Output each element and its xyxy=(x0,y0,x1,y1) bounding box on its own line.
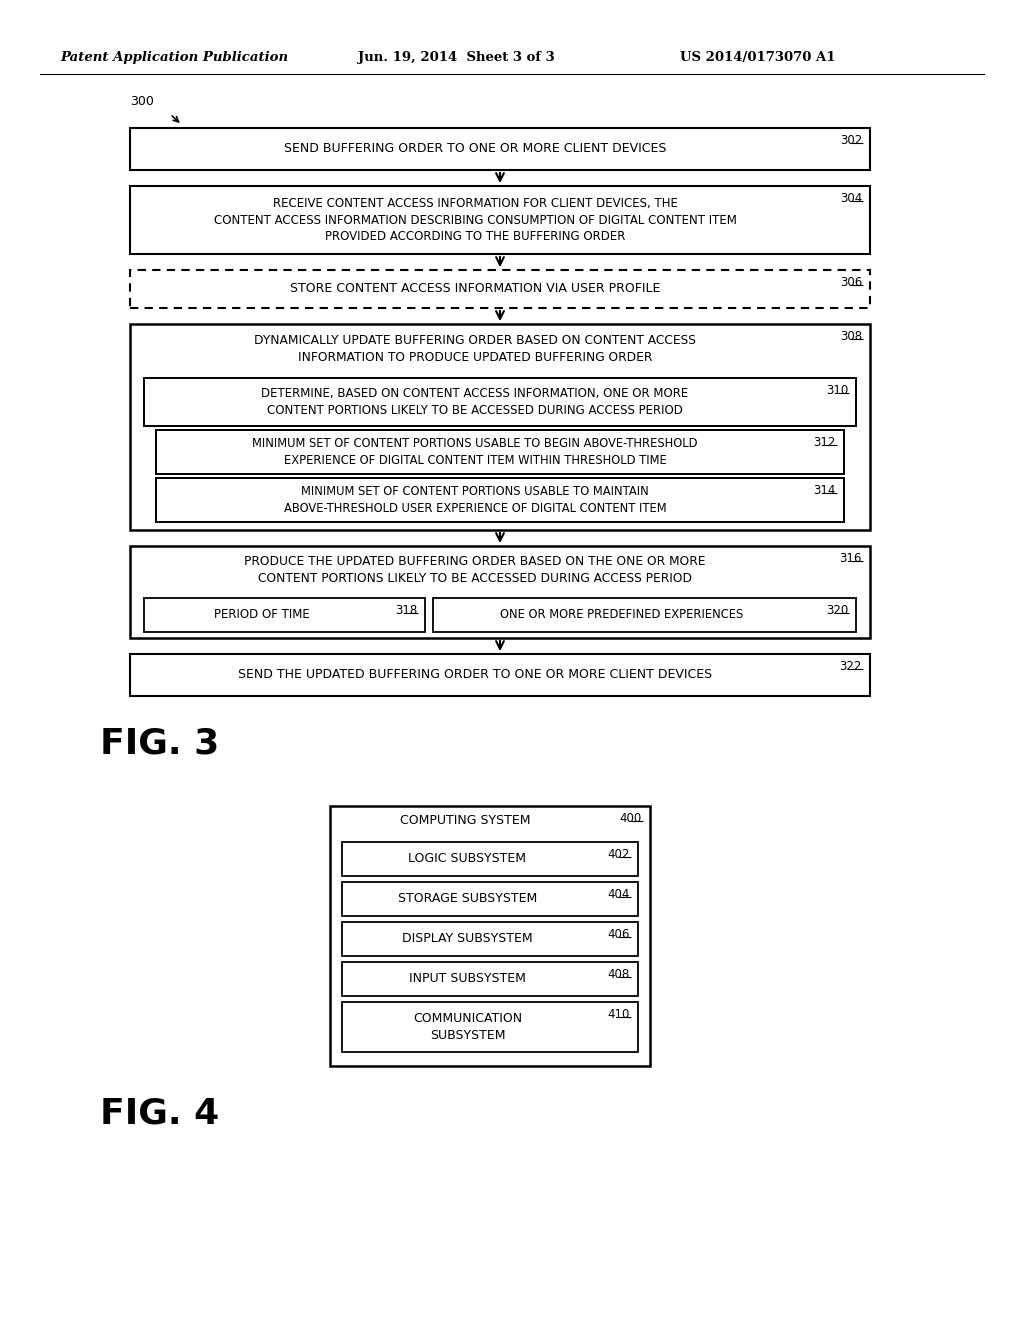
Text: MINIMUM SET OF CONTENT PORTIONS USABLE TO BEGIN ABOVE-THRESHOLD
EXPERIENCE OF DI: MINIMUM SET OF CONTENT PORTIONS USABLE T… xyxy=(252,437,697,467)
Bar xyxy=(144,378,856,426)
Bar xyxy=(342,842,638,876)
Text: 322: 322 xyxy=(840,660,862,673)
Bar xyxy=(130,323,870,531)
Text: 404: 404 xyxy=(607,888,630,902)
Text: PERIOD OF TIME: PERIOD OF TIME xyxy=(214,609,310,622)
Text: COMMUNICATION
SUBSYSTEM: COMMUNICATION SUBSYSTEM xyxy=(413,1012,522,1041)
Text: SEND THE UPDATED BUFFERING ORDER TO ONE OR MORE CLIENT DEVICES: SEND THE UPDATED BUFFERING ORDER TO ONE … xyxy=(238,668,712,681)
Bar xyxy=(130,653,870,696)
Text: 306: 306 xyxy=(840,276,862,289)
Text: 408: 408 xyxy=(608,968,630,981)
Bar xyxy=(342,962,638,997)
Bar xyxy=(144,598,425,632)
Text: DYNAMICALLY UPDATE BUFFERING ORDER BASED ON CONTENT ACCESS
INFORMATION TO PRODUC: DYNAMICALLY UPDATE BUFFERING ORDER BASED… xyxy=(254,334,696,364)
Bar xyxy=(156,478,844,521)
Bar xyxy=(342,1002,638,1052)
Text: 316: 316 xyxy=(840,552,862,565)
Text: FIG. 3: FIG. 3 xyxy=(100,726,219,760)
Text: 314: 314 xyxy=(814,484,836,498)
Text: 406: 406 xyxy=(607,928,630,941)
Text: STORE CONTENT ACCESS INFORMATION VIA USER PROFILE: STORE CONTENT ACCESS INFORMATION VIA USE… xyxy=(290,282,660,296)
Text: DETERMINE, BASED ON CONTENT ACCESS INFORMATION, ONE OR MORE
CONTENT PORTIONS LIK: DETERMINE, BASED ON CONTENT ACCESS INFOR… xyxy=(261,387,688,417)
Bar xyxy=(342,882,638,916)
Text: COMPUTING SYSTEM: COMPUTING SYSTEM xyxy=(399,814,530,828)
Text: SEND BUFFERING ORDER TO ONE OR MORE CLIENT DEVICES: SEND BUFFERING ORDER TO ONE OR MORE CLIE… xyxy=(284,143,667,156)
Text: DISPLAY SUBSYSTEM: DISPLAY SUBSYSTEM xyxy=(402,932,532,945)
Text: INPUT SUBSYSTEM: INPUT SUBSYSTEM xyxy=(409,973,526,986)
Text: 304: 304 xyxy=(840,191,862,205)
Bar xyxy=(130,271,870,308)
Bar xyxy=(130,128,870,170)
Text: 402: 402 xyxy=(607,847,630,861)
Text: 302: 302 xyxy=(840,135,862,147)
Bar xyxy=(130,546,870,638)
Bar xyxy=(342,921,638,956)
Text: FIG. 4: FIG. 4 xyxy=(100,1096,219,1130)
Text: 308: 308 xyxy=(840,330,862,343)
Text: Patent Application Publication: Patent Application Publication xyxy=(60,51,288,65)
Text: 410: 410 xyxy=(607,1008,630,1020)
Text: US 2014/0173070 A1: US 2014/0173070 A1 xyxy=(680,51,836,65)
Bar xyxy=(433,598,856,632)
Text: 300: 300 xyxy=(130,95,154,108)
Text: LOGIC SUBSYSTEM: LOGIC SUBSYSTEM xyxy=(409,853,526,866)
Bar xyxy=(330,807,650,1067)
Text: 310: 310 xyxy=(825,384,848,397)
Bar xyxy=(130,186,870,253)
Text: RECEIVE CONTENT ACCESS INFORMATION FOR CLIENT DEVICES, THE
CONTENT ACCESS INFORM: RECEIVE CONTENT ACCESS INFORMATION FOR C… xyxy=(214,197,736,243)
Text: 312: 312 xyxy=(814,436,836,449)
Text: MINIMUM SET OF CONTENT PORTIONS USABLE TO MAINTAIN
ABOVE-THRESHOLD USER EXPERIEN: MINIMUM SET OF CONTENT PORTIONS USABLE T… xyxy=(284,484,667,515)
Text: ONE OR MORE PREDEFINED EXPERIENCES: ONE OR MORE PREDEFINED EXPERIENCES xyxy=(501,609,743,622)
Text: PRODUCE THE UPDATED BUFFERING ORDER BASED ON THE ONE OR MORE
CONTENT PORTIONS LI: PRODUCE THE UPDATED BUFFERING ORDER BASE… xyxy=(245,554,706,585)
Text: Jun. 19, 2014  Sheet 3 of 3: Jun. 19, 2014 Sheet 3 of 3 xyxy=(358,51,555,65)
Text: 400: 400 xyxy=(620,812,642,825)
Text: 318: 318 xyxy=(394,605,417,616)
Text: 320: 320 xyxy=(825,605,848,616)
Bar xyxy=(156,430,844,474)
Text: STORAGE SUBSYSTEM: STORAGE SUBSYSTEM xyxy=(398,892,538,906)
